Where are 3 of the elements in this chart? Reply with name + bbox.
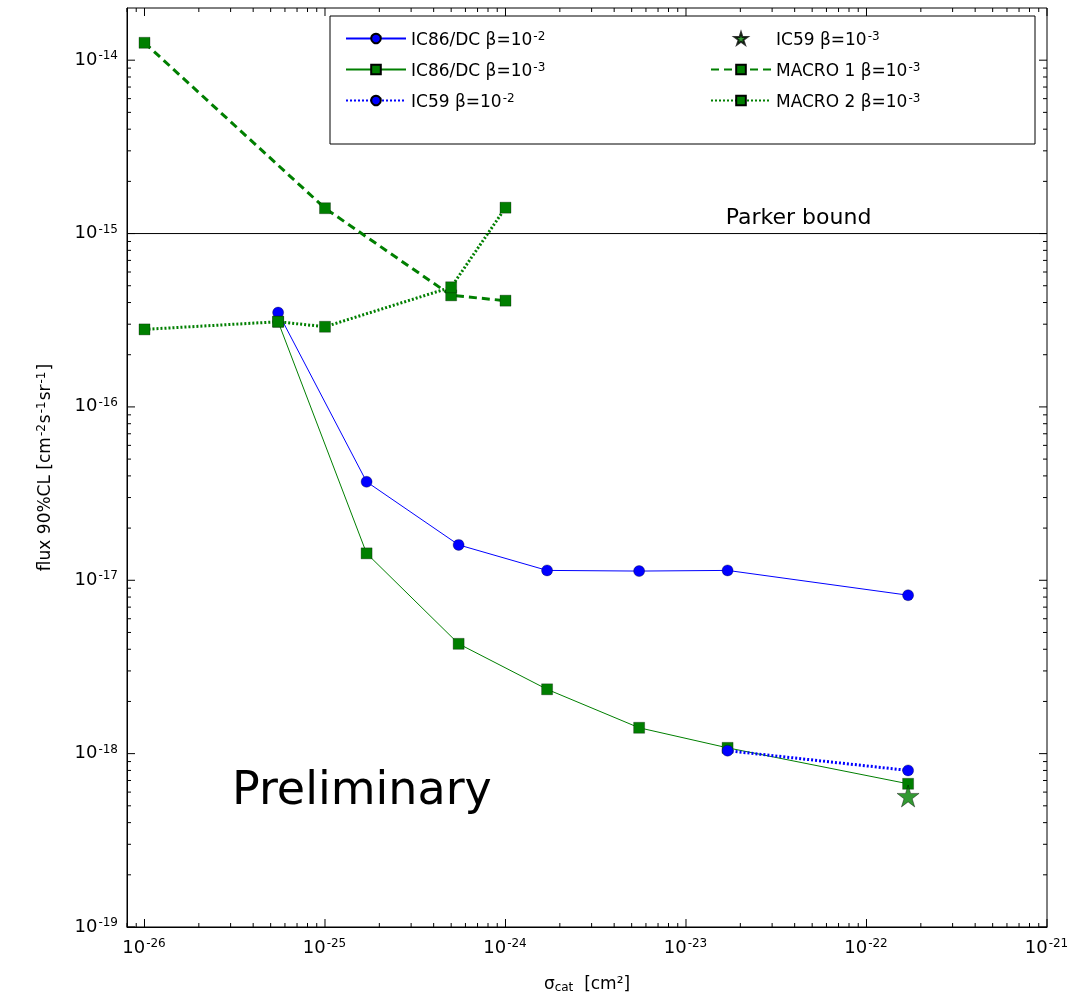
- ref-line-label: Parker bound: [725, 204, 872, 230]
- annotation: Preliminary: [232, 761, 492, 815]
- y-axis-title: flux 90%CL [cm-2s-1sr-1]: [33, 363, 54, 572]
